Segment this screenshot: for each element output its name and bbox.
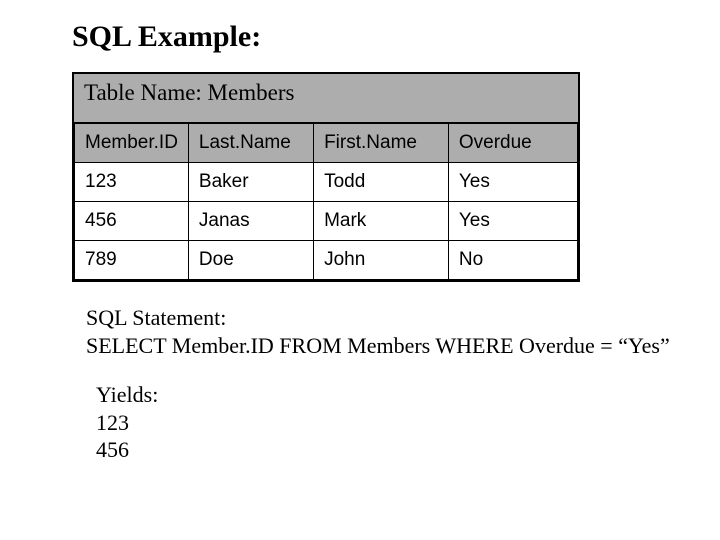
page-heading: SQL Example: [72,20,720,54]
cell-lastname: Janas [188,202,313,241]
sql-statement-block: SQL Statement: SELECT Member.ID FROM Mem… [72,304,720,359]
column-header-firstname: First.Name [314,124,449,163]
cell-firstname: John [314,241,449,280]
members-table: Member.ID Last.Name First.Name Overdue 1… [74,123,578,280]
yields-label: Yields: [96,381,720,409]
cell-memberid: 456 [75,202,189,241]
cell-memberid: 789 [75,241,189,280]
cell-firstname: Mark [314,202,449,241]
table-row: 123 Baker Todd Yes [75,163,578,202]
cell-lastname: Baker [188,163,313,202]
sql-label: SQL Statement: [86,304,720,332]
yields-value: 123 [96,409,720,437]
sql-statement: SELECT Member.ID FROM Members WHERE Over… [86,332,720,360]
cell-firstname: Todd [314,163,449,202]
column-header-lastname: Last.Name [188,124,313,163]
yields-value: 456 [96,436,720,464]
cell-lastname: Doe [188,241,313,280]
table-title: Table Name: Members [74,74,578,123]
table-header-row: Member.ID Last.Name First.Name Overdue [75,124,578,163]
cell-overdue: No [448,241,577,280]
cell-overdue: Yes [448,163,577,202]
members-table-container: Table Name: Members Member.ID Last.Name … [72,72,580,282]
column-header-memberid: Member.ID [75,124,189,163]
cell-overdue: Yes [448,202,577,241]
table-row: 456 Janas Mark Yes [75,202,578,241]
table-row: 789 Doe John No [75,241,578,280]
cell-memberid: 123 [75,163,189,202]
yields-block: Yields: 123 456 [72,381,720,464]
column-header-overdue: Overdue [448,124,577,163]
